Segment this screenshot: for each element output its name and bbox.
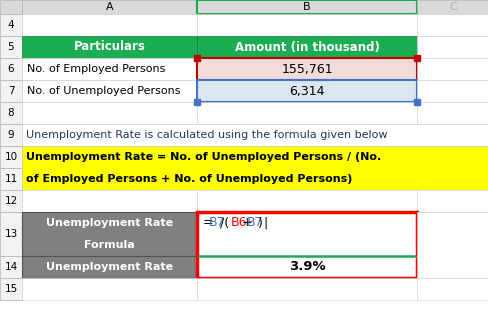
Bar <box>197 190 416 212</box>
Text: No. of Employed Persons: No. of Employed Persons <box>27 64 165 74</box>
Bar <box>0 124 22 146</box>
Text: A: A <box>105 2 113 12</box>
Bar <box>416 102 488 124</box>
Text: 14: 14 <box>4 262 18 272</box>
Bar <box>0 0 22 14</box>
Bar <box>0 14 22 36</box>
Text: Unemployment Rate = No. of Unemployed Persons / (No.: Unemployment Rate = No. of Unemployed Pe… <box>26 152 381 162</box>
Text: 5: 5 <box>8 42 14 52</box>
Bar <box>197 212 416 278</box>
Text: =: = <box>203 216 213 230</box>
Bar <box>22 256 197 278</box>
Text: 6,314: 6,314 <box>289 85 324 97</box>
Text: Unemployment Rate is calculated using the formula given below: Unemployment Rate is calculated using th… <box>26 130 386 140</box>
Bar <box>22 80 197 102</box>
Bar <box>22 212 197 256</box>
Bar <box>22 36 197 58</box>
Text: 10: 10 <box>4 152 18 162</box>
Bar <box>416 36 488 58</box>
Text: B7: B7 <box>246 216 263 230</box>
Bar <box>0 256 22 278</box>
Text: 11: 11 <box>4 174 18 184</box>
Bar <box>0 80 22 102</box>
Bar <box>0 58 22 80</box>
Text: C: C <box>448 2 456 12</box>
Bar <box>0 168 22 190</box>
Text: 15: 15 <box>4 284 18 294</box>
Bar <box>197 0 416 14</box>
Text: 8: 8 <box>8 108 14 118</box>
Text: of Employed Persons + No. of Unemployed Persons): of Employed Persons + No. of Unemployed … <box>26 174 352 184</box>
Text: B6: B6 <box>230 216 246 230</box>
Text: 12: 12 <box>4 196 18 206</box>
Bar <box>197 14 416 36</box>
Bar <box>22 190 197 212</box>
Bar <box>416 212 488 278</box>
Text: /(: /( <box>219 216 228 230</box>
Bar <box>0 102 22 124</box>
Text: 6: 6 <box>8 64 14 74</box>
Text: Particulars: Particulars <box>73 40 145 53</box>
Bar <box>22 58 197 80</box>
Bar <box>416 190 488 212</box>
Text: |: | <box>263 216 267 230</box>
Text: ): ) <box>258 216 263 230</box>
Text: B7: B7 <box>208 216 224 230</box>
Bar <box>0 212 22 256</box>
Text: Unemployment Rate: Unemployment Rate <box>46 262 173 272</box>
Bar <box>197 58 416 80</box>
Text: Formula: Formula <box>84 240 135 250</box>
Bar <box>22 14 197 36</box>
Text: Unemployment Rate: Unemployment Rate <box>46 218 173 228</box>
Bar <box>22 278 197 300</box>
Text: 3.9%: 3.9% <box>288 260 325 274</box>
Bar <box>197 36 416 58</box>
Bar <box>0 36 22 58</box>
Bar <box>416 278 488 300</box>
Bar <box>0 278 22 300</box>
Bar <box>0 190 22 212</box>
Bar <box>416 14 488 36</box>
Text: 13: 13 <box>4 229 18 239</box>
Text: 9: 9 <box>8 130 14 140</box>
Text: 7: 7 <box>8 86 14 96</box>
Text: B: B <box>303 2 310 12</box>
Bar <box>197 278 416 300</box>
Bar <box>0 146 22 168</box>
Bar <box>22 146 488 190</box>
Bar <box>416 58 488 80</box>
Bar <box>22 124 488 146</box>
Text: 155,761: 155,761 <box>281 63 332 75</box>
Text: Amount (in thousand): Amount (in thousand) <box>234 40 379 53</box>
Bar <box>416 0 488 14</box>
Bar <box>22 102 197 124</box>
Text: No. of Unemployed Persons: No. of Unemployed Persons <box>27 86 180 96</box>
Bar <box>416 80 488 102</box>
Bar <box>22 0 197 14</box>
Text: +: + <box>241 216 252 230</box>
Bar <box>197 80 416 102</box>
Text: 4: 4 <box>8 20 14 30</box>
Bar <box>197 102 416 124</box>
